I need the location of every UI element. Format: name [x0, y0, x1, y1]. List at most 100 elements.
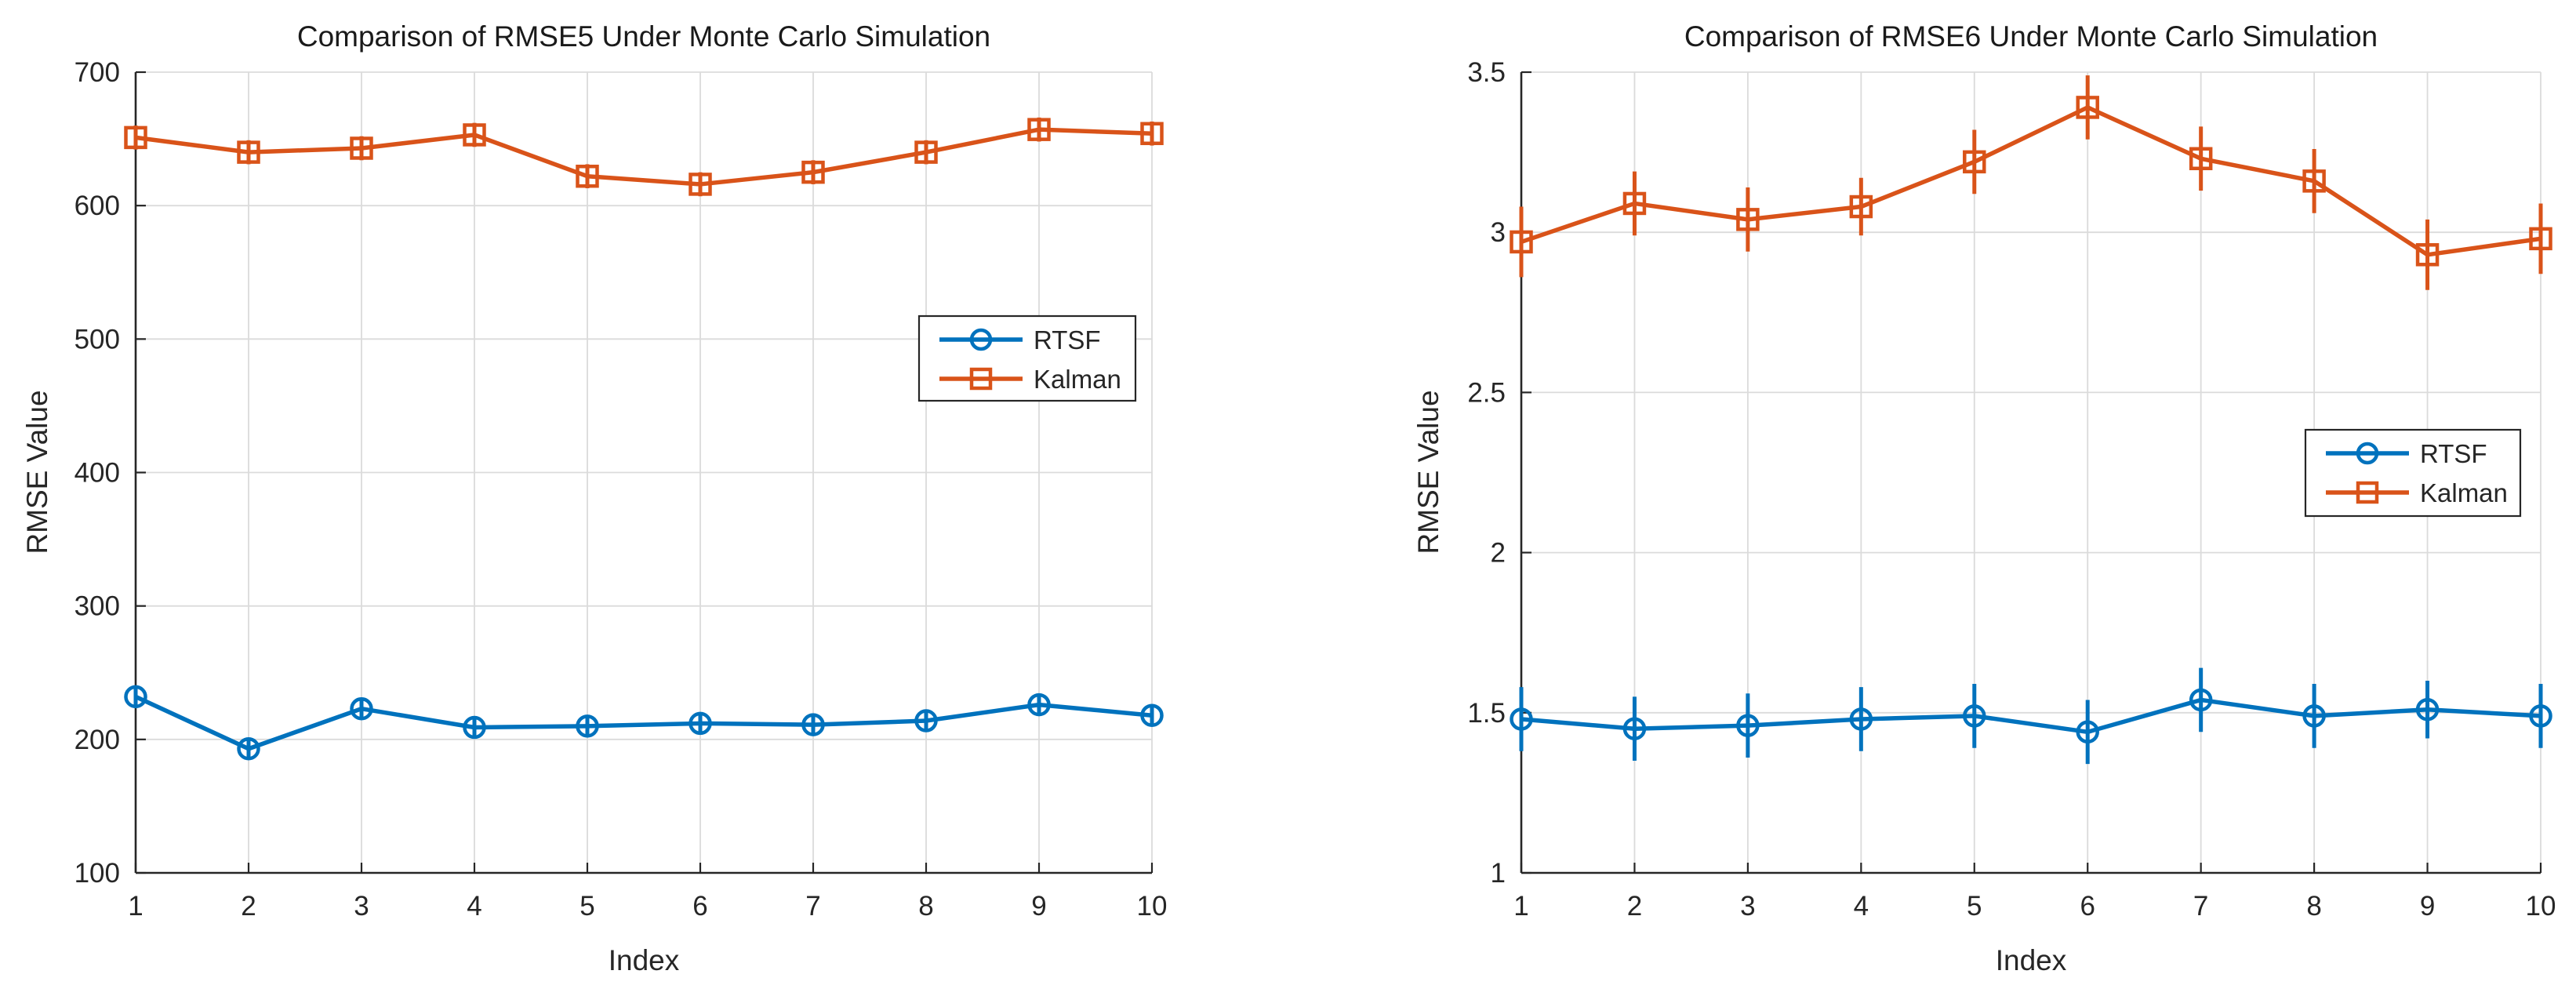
circle-marker: [2076, 720, 2099, 744]
square-marker: [2189, 147, 2213, 171]
x-tick-label: 2: [1627, 891, 1642, 921]
x-tick-label: 4: [467, 891, 481, 921]
chart-2: 1 2 3 4 5 6 7 8 9 10 1 1.5 2 2.5 3 3.5 RTSF Kalman: [1467, 57, 2556, 921]
x-tick-label: 7: [2193, 891, 2208, 921]
x-tick-label: 8: [2306, 891, 2321, 921]
series-line: [1521, 105, 2541, 257]
square-marker: [689, 173, 712, 196]
legend-entry-kalman: Kalman: [2326, 478, 2508, 507]
circle-marker: [2415, 697, 2440, 722]
chart-1: 1 2 3 4 5 6 7 8 9 10 100 200 300 400 500 600 700 RTSF Kalm…: [74, 57, 1168, 921]
y-tick-label: 500: [74, 324, 120, 354]
circle-marker: [2189, 688, 2213, 712]
legend-label: Kalman: [1034, 365, 1121, 394]
square-marker: [2529, 227, 2552, 251]
square-marker: [1736, 208, 1760, 231]
circle-marker: [2529, 704, 2552, 728]
legend-entry-rtsf: RTSF: [2326, 439, 2487, 468]
square-marker: [1622, 191, 1647, 216]
square-marker: [237, 140, 260, 164]
square-marker: [576, 164, 599, 188]
tick-marks: [134, 71, 1154, 874]
x-tick-label: 5: [580, 891, 594, 921]
legend-box: [917, 314, 1137, 402]
y-axis-label-right: RMSE Value: [1412, 390, 1444, 554]
y-tick-label: 700: [74, 57, 120, 88]
circle-marker: [124, 685, 147, 709]
circle-marker: [1963, 704, 1986, 728]
x-tick-label: 6: [2080, 891, 2095, 921]
grid: [136, 71, 1153, 873]
legend-label: RTSF: [1034, 325, 1101, 354]
x-tick-label: 1: [128, 891, 143, 921]
x-tick-label: 9: [1031, 891, 1046, 921]
circle-marker: [237, 736, 260, 761]
square-marker: [914, 140, 938, 164]
circle-marker: [1027, 692, 1051, 717]
circle-marker: [1736, 714, 1760, 737]
square-marker: [1963, 150, 1986, 174]
series-kalman: [124, 117, 1164, 197]
square-marker: [463, 123, 486, 147]
chart-title-rmse5: Comparison of RMSE5 Under Monte Carlo Si…: [296, 20, 991, 53]
square-marker: [801, 160, 825, 184]
circle-marker: [576, 714, 599, 738]
y-tick-label: 2: [1491, 538, 1506, 569]
legend-square-marker: [969, 367, 993, 391]
series-line: [1521, 697, 2541, 735]
circle-marker: [801, 713, 825, 736]
x-tick-label: 5: [1967, 891, 1982, 921]
y-tick-label: 3: [1491, 217, 1506, 248]
x-tick-label: 6: [692, 891, 707, 921]
x-tick-label: 8: [918, 891, 933, 921]
square-marker: [2076, 96, 2099, 119]
x-tick-label: 3: [1740, 891, 1755, 921]
legend-circle-marker: [2356, 442, 2379, 465]
circle-marker: [1140, 703, 1164, 727]
legend-circle-marker: [969, 328, 993, 351]
x-tick-label: 4: [1854, 891, 1869, 921]
x-tick-label: 7: [805, 891, 820, 921]
circle-marker: [689, 711, 712, 736]
series-kalman: [1510, 75, 2552, 290]
series-rtsf: [124, 685, 1164, 761]
x-axis-label-right: Index: [1995, 944, 2067, 976]
legend: RTSF Kalman: [2304, 428, 2522, 518]
series-line: [134, 694, 1153, 751]
x-tick-label: 9: [2420, 891, 2435, 921]
legend-label: RTSF: [2420, 439, 2487, 468]
series-line: [135, 127, 1153, 187]
legend-entry-rtsf: RTSF: [939, 325, 1101, 354]
square-marker: [1510, 230, 1533, 254]
x-tick-label: 1: [1513, 891, 1528, 921]
square-marker: [124, 125, 147, 150]
square-marker: [2415, 243, 2440, 267]
legend-box: [2304, 428, 2522, 518]
x-tick-label: 10: [2526, 891, 2556, 921]
square-marker: [350, 136, 373, 160]
legend-label: Kalman: [2420, 478, 2508, 507]
y-tick-label: 400: [74, 458, 120, 489]
circle-marker: [914, 709, 938, 732]
y-tick-label: 3.5: [1467, 57, 1506, 88]
x-tick-label: 10: [1137, 891, 1168, 921]
x-axis-label-left: Index: [608, 944, 680, 976]
y-tick-label: 200: [74, 725, 120, 755]
y-tick-label: 1: [1491, 858, 1506, 889]
square-marker: [1027, 118, 1051, 141]
series-rtsf: [1510, 667, 2552, 765]
square-marker: [1849, 194, 1873, 219]
square-marker: [2302, 169, 2326, 193]
y-tick-label: 100: [74, 858, 120, 889]
circle-marker: [463, 715, 486, 740]
legend: RTSF Kalman: [917, 314, 1137, 402]
y-tick-label: 600: [74, 191, 120, 221]
circle-marker: [1849, 707, 1873, 731]
circle-marker: [1622, 717, 1647, 740]
chart-title-rmse6: Comparison of RMSE6 Under Monte Carlo Si…: [1684, 20, 2378, 53]
circle-marker: [1510, 707, 1533, 731]
x-tick-label: 3: [354, 891, 369, 921]
circle-marker: [350, 696, 373, 721]
